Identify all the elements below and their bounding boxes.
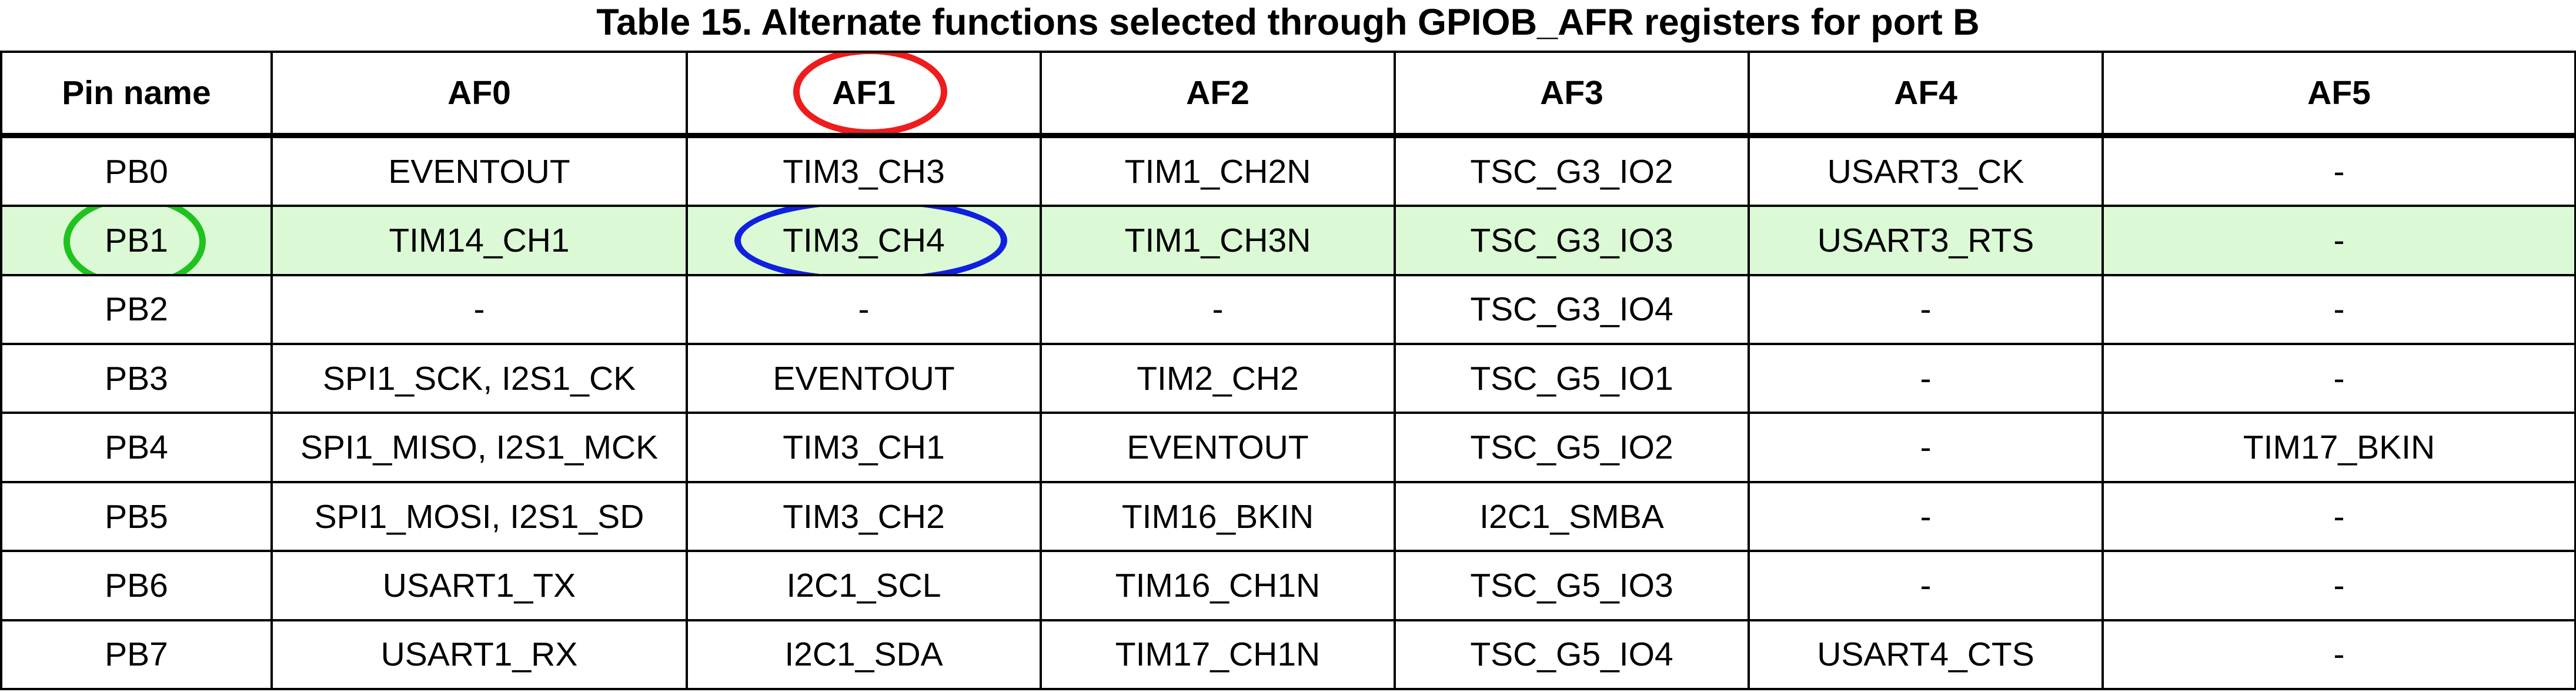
table-cell: TSC_G5_IO1 xyxy=(1394,343,1750,414)
table-cell: EVENTOUT xyxy=(686,343,1042,414)
table-cell: - xyxy=(1748,480,2104,553)
table-row-pb1-highlighted: PB1 TIM14_CH1 TIM3_CH4 TIM1_CH3N TSC_G3_… xyxy=(0,205,2576,276)
table-cell: TSC_G5_IO4 xyxy=(1394,619,1750,691)
table-cell: TIM3_CH2 xyxy=(686,480,1042,553)
header-pin-name: Pin name xyxy=(0,51,273,138)
table-cell: - xyxy=(2101,205,2576,276)
table-cell: EVENTOUT xyxy=(270,134,688,208)
table-cell: PB6 xyxy=(0,550,273,621)
table-cell: - xyxy=(1748,412,2104,483)
table-cell: SPI1_MISO, I2S1_MCK xyxy=(270,412,688,483)
table-cell-pb1-pin: PB1 xyxy=(0,205,273,276)
header-af1-label: AF1 xyxy=(832,74,896,112)
table-row-pb2: PB2 - - - TSC_G3_IO4 - - xyxy=(0,273,2576,346)
table-cell: - xyxy=(2101,550,2576,621)
table-row-pb6: PB6 USART1_TX I2C1_SCL TIM16_CH1N TSC_G5… xyxy=(0,550,2576,621)
table-cell: PB3 xyxy=(0,343,273,414)
table-cell: - xyxy=(1748,343,2104,414)
table-cell: TIM17_BKIN xyxy=(2101,412,2576,483)
table-cell: TSC_G5_IO3 xyxy=(1394,550,1750,621)
table-row-pb7: PB7 USART1_RX I2C1_SDA TIM17_CH1N TSC_G5… xyxy=(0,619,2576,691)
table-cell: I2C1_SDA xyxy=(686,619,1042,691)
table-cell: USART1_RX xyxy=(270,619,688,691)
table-row-pb0: PB0 EVENTOUT TIM3_CH3 TIM1_CH2N TSC_G3_I… xyxy=(0,134,2576,208)
table-cell: - xyxy=(686,273,1042,346)
table-cell: PB7 xyxy=(0,619,273,691)
alternate-functions-table-container: Pin name AF0 AF1 AF2 AF3 AF4 AF5 PB0 EVE… xyxy=(0,51,2576,691)
table-cell: TIM1_CH2N xyxy=(1040,134,1396,208)
table-row-pb4: PB4 SPI1_MISO, I2S1_MCK TIM3_CH1 EVENTOU… xyxy=(0,412,2576,483)
header-af3: AF3 xyxy=(1394,51,1750,138)
table-cell: USART4_CTS xyxy=(1748,619,2104,691)
table-row-pb3: PB3 SPI1_SCK, I2S1_CK EVENTOUT TIM2_CH2 … xyxy=(0,343,2576,414)
header-row: Pin name AF0 AF1 AF2 AF3 AF4 AF5 xyxy=(0,51,2576,138)
table-cell: - xyxy=(1040,273,1396,346)
alternate-functions-table: Pin name AF0 AF1 AF2 AF3 AF4 AF5 PB0 EVE… xyxy=(0,51,2576,691)
table-cell: TSC_G3_IO3 xyxy=(1394,205,1750,276)
table-cell: - xyxy=(2101,619,2576,691)
header-af2: AF2 xyxy=(1040,51,1396,138)
table-cell: TIM17_CH1N xyxy=(1040,619,1396,691)
table-cell: USART3_RTS xyxy=(1748,205,2104,276)
table-cell: SPI1_MOSI, I2S1_SD xyxy=(270,480,688,553)
table-cell: TIM14_CH1 xyxy=(270,205,688,276)
table-cell: EVENTOUT xyxy=(1040,412,1396,483)
table-cell: PB4 xyxy=(0,412,273,483)
table-cell: TSC_G3_IO4 xyxy=(1394,273,1750,346)
pb1-af1-value: TIM3_CH4 xyxy=(783,222,945,260)
table-cell: - xyxy=(270,273,688,346)
table-cell: USART1_TX xyxy=(270,550,688,621)
table-cell: TIM3_CH3 xyxy=(686,134,1042,208)
table-cell: I2C1_SCL xyxy=(686,550,1042,621)
table-cell: TIM3_CH1 xyxy=(686,412,1042,483)
table-cell: - xyxy=(2101,273,2576,346)
table-cell: - xyxy=(1748,550,2104,621)
table-caption: Table 15. Alternate functions selected t… xyxy=(596,2,1980,43)
table-cell: - xyxy=(2101,480,2576,553)
table-cell: PB0 xyxy=(0,134,273,208)
table-row-pb5: PB5 SPI1_MOSI, I2S1_SD TIM3_CH2 TIM16_BK… xyxy=(0,480,2576,553)
table-cell: I2C1_SMBA xyxy=(1394,480,1750,553)
header-af5: AF5 xyxy=(2101,51,2576,138)
table-cell: TSC_G3_IO2 xyxy=(1394,134,1750,208)
table-cell: SPI1_SCK, I2S1_CK xyxy=(270,343,688,414)
header-af1: AF1 xyxy=(686,51,1042,138)
table-cell: TIM1_CH3N xyxy=(1040,205,1396,276)
table-cell: TSC_G5_IO2 xyxy=(1394,412,1750,483)
table-cell: PB5 xyxy=(0,480,273,553)
table-cell: PB2 xyxy=(0,273,273,346)
header-af0: AF0 xyxy=(270,51,688,138)
table-cell: - xyxy=(2101,343,2576,414)
header-af4: AF4 xyxy=(1748,51,2104,138)
table-cell: TIM16_CH1N xyxy=(1040,550,1396,621)
table-cell-pb1-af1: TIM3_CH4 xyxy=(686,205,1042,276)
table-cell: - xyxy=(1748,273,2104,346)
table-cell: - xyxy=(2101,134,2576,208)
table-cell: TIM2_CH2 xyxy=(1040,343,1396,414)
pb1-pin-label: PB1 xyxy=(105,222,168,260)
table-cell: TIM16_BKIN xyxy=(1040,480,1396,553)
table-cell: USART3_CK xyxy=(1748,134,2104,208)
